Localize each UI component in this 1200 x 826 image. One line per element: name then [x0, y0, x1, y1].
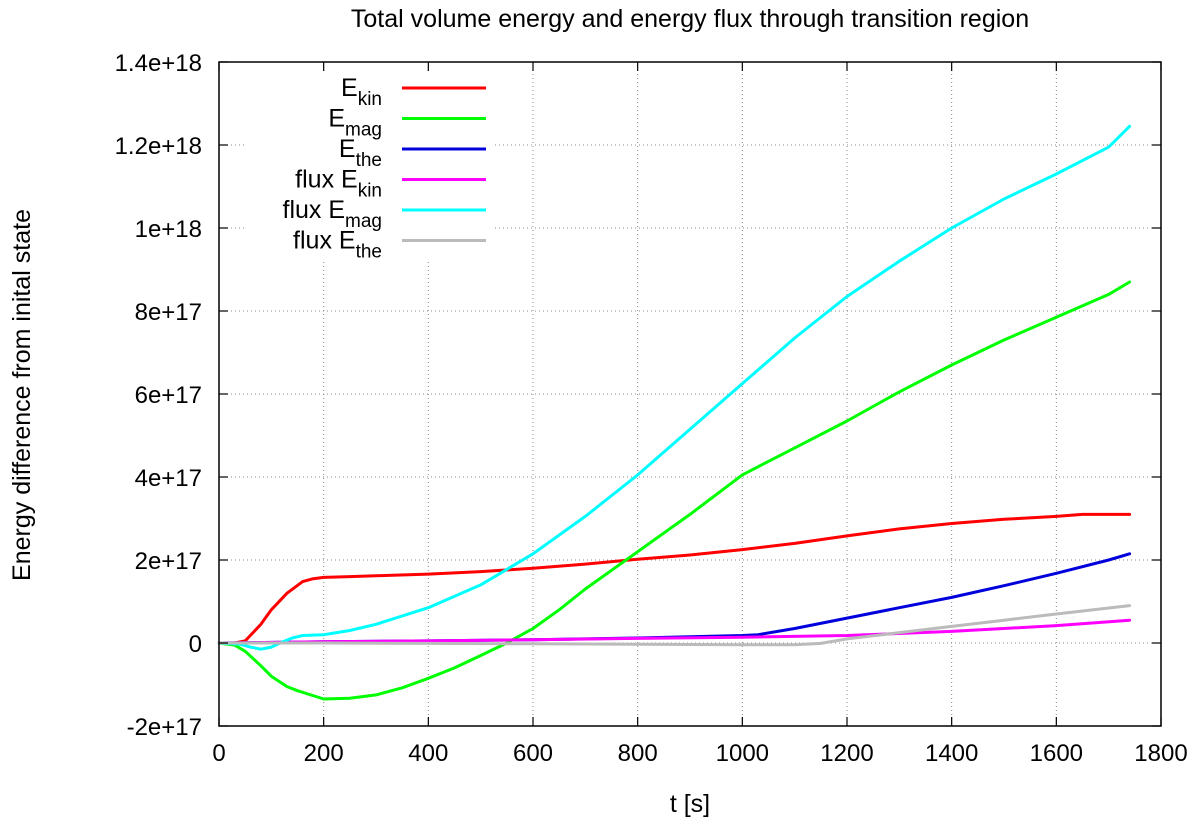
- x-tick-label: 400: [408, 740, 448, 767]
- x-tick-label: 1600: [1030, 740, 1083, 767]
- y-tick-label: 8e+17: [135, 299, 202, 326]
- series-line-flux-ekin: [217, 618, 1132, 645]
- legend-item-background: [245, 135, 495, 169]
- y-tick-label: 4e+17: [135, 465, 202, 492]
- series-line-flux-ethe: [217, 604, 1132, 647]
- x-tick-label: 1200: [820, 740, 873, 767]
- legend-item-background: [245, 196, 495, 230]
- legend-item-background: [245, 165, 495, 200]
- x-tick-label: 1400: [925, 740, 978, 767]
- legend-label-flux-ekin: flux Ekin: [295, 166, 382, 202]
- legend-item-background: [245, 74, 495, 108]
- legend-label-emag: Emag: [328, 105, 382, 141]
- x-tick-label: 1000: [716, 740, 769, 767]
- y-tick-label: 1.4e+18: [115, 50, 202, 77]
- y-tick-label: -2e+17: [127, 714, 202, 741]
- x-tick-label: 200: [304, 740, 344, 767]
- y-axis-title: Energy difference from inital state: [8, 209, 36, 581]
- x-tick-label: 0: [212, 740, 225, 767]
- x-axis-title: t [s]: [670, 790, 710, 818]
- x-tick-label: 800: [618, 740, 658, 767]
- y-tick-label: 2e+17: [135, 548, 202, 575]
- legend-label-flux-ethe: flux Ethe: [293, 227, 382, 263]
- chart-title: Total volume energy and energy flux thro…: [351, 5, 1029, 33]
- x-tick-label: 600: [513, 740, 553, 767]
- series-line-flux-emag: [217, 124, 1132, 651]
- y-tick-label: 0: [189, 631, 202, 658]
- tick-layer: 0 200 400 600 800 1000 1200 1400 1600 1800 -2e+17 0…: [115, 50, 1188, 767]
- legend-label-ekin: Ekin: [341, 74, 382, 110]
- y-tick-label: 6e+17: [135, 382, 202, 409]
- legend-item-background: [245, 226, 495, 261]
- y-tick-label: 1e+18: [135, 216, 202, 243]
- legend-item-background: [245, 104, 495, 139]
- series-layer: [217, 124, 1132, 701]
- x-tick-label: 1800: [1134, 740, 1187, 767]
- legend-label-flux-emag: flux Emag: [283, 196, 383, 232]
- y-tick-label: 1.2e+18: [115, 133, 202, 160]
- legend-label-ethe: Ethe: [339, 135, 382, 171]
